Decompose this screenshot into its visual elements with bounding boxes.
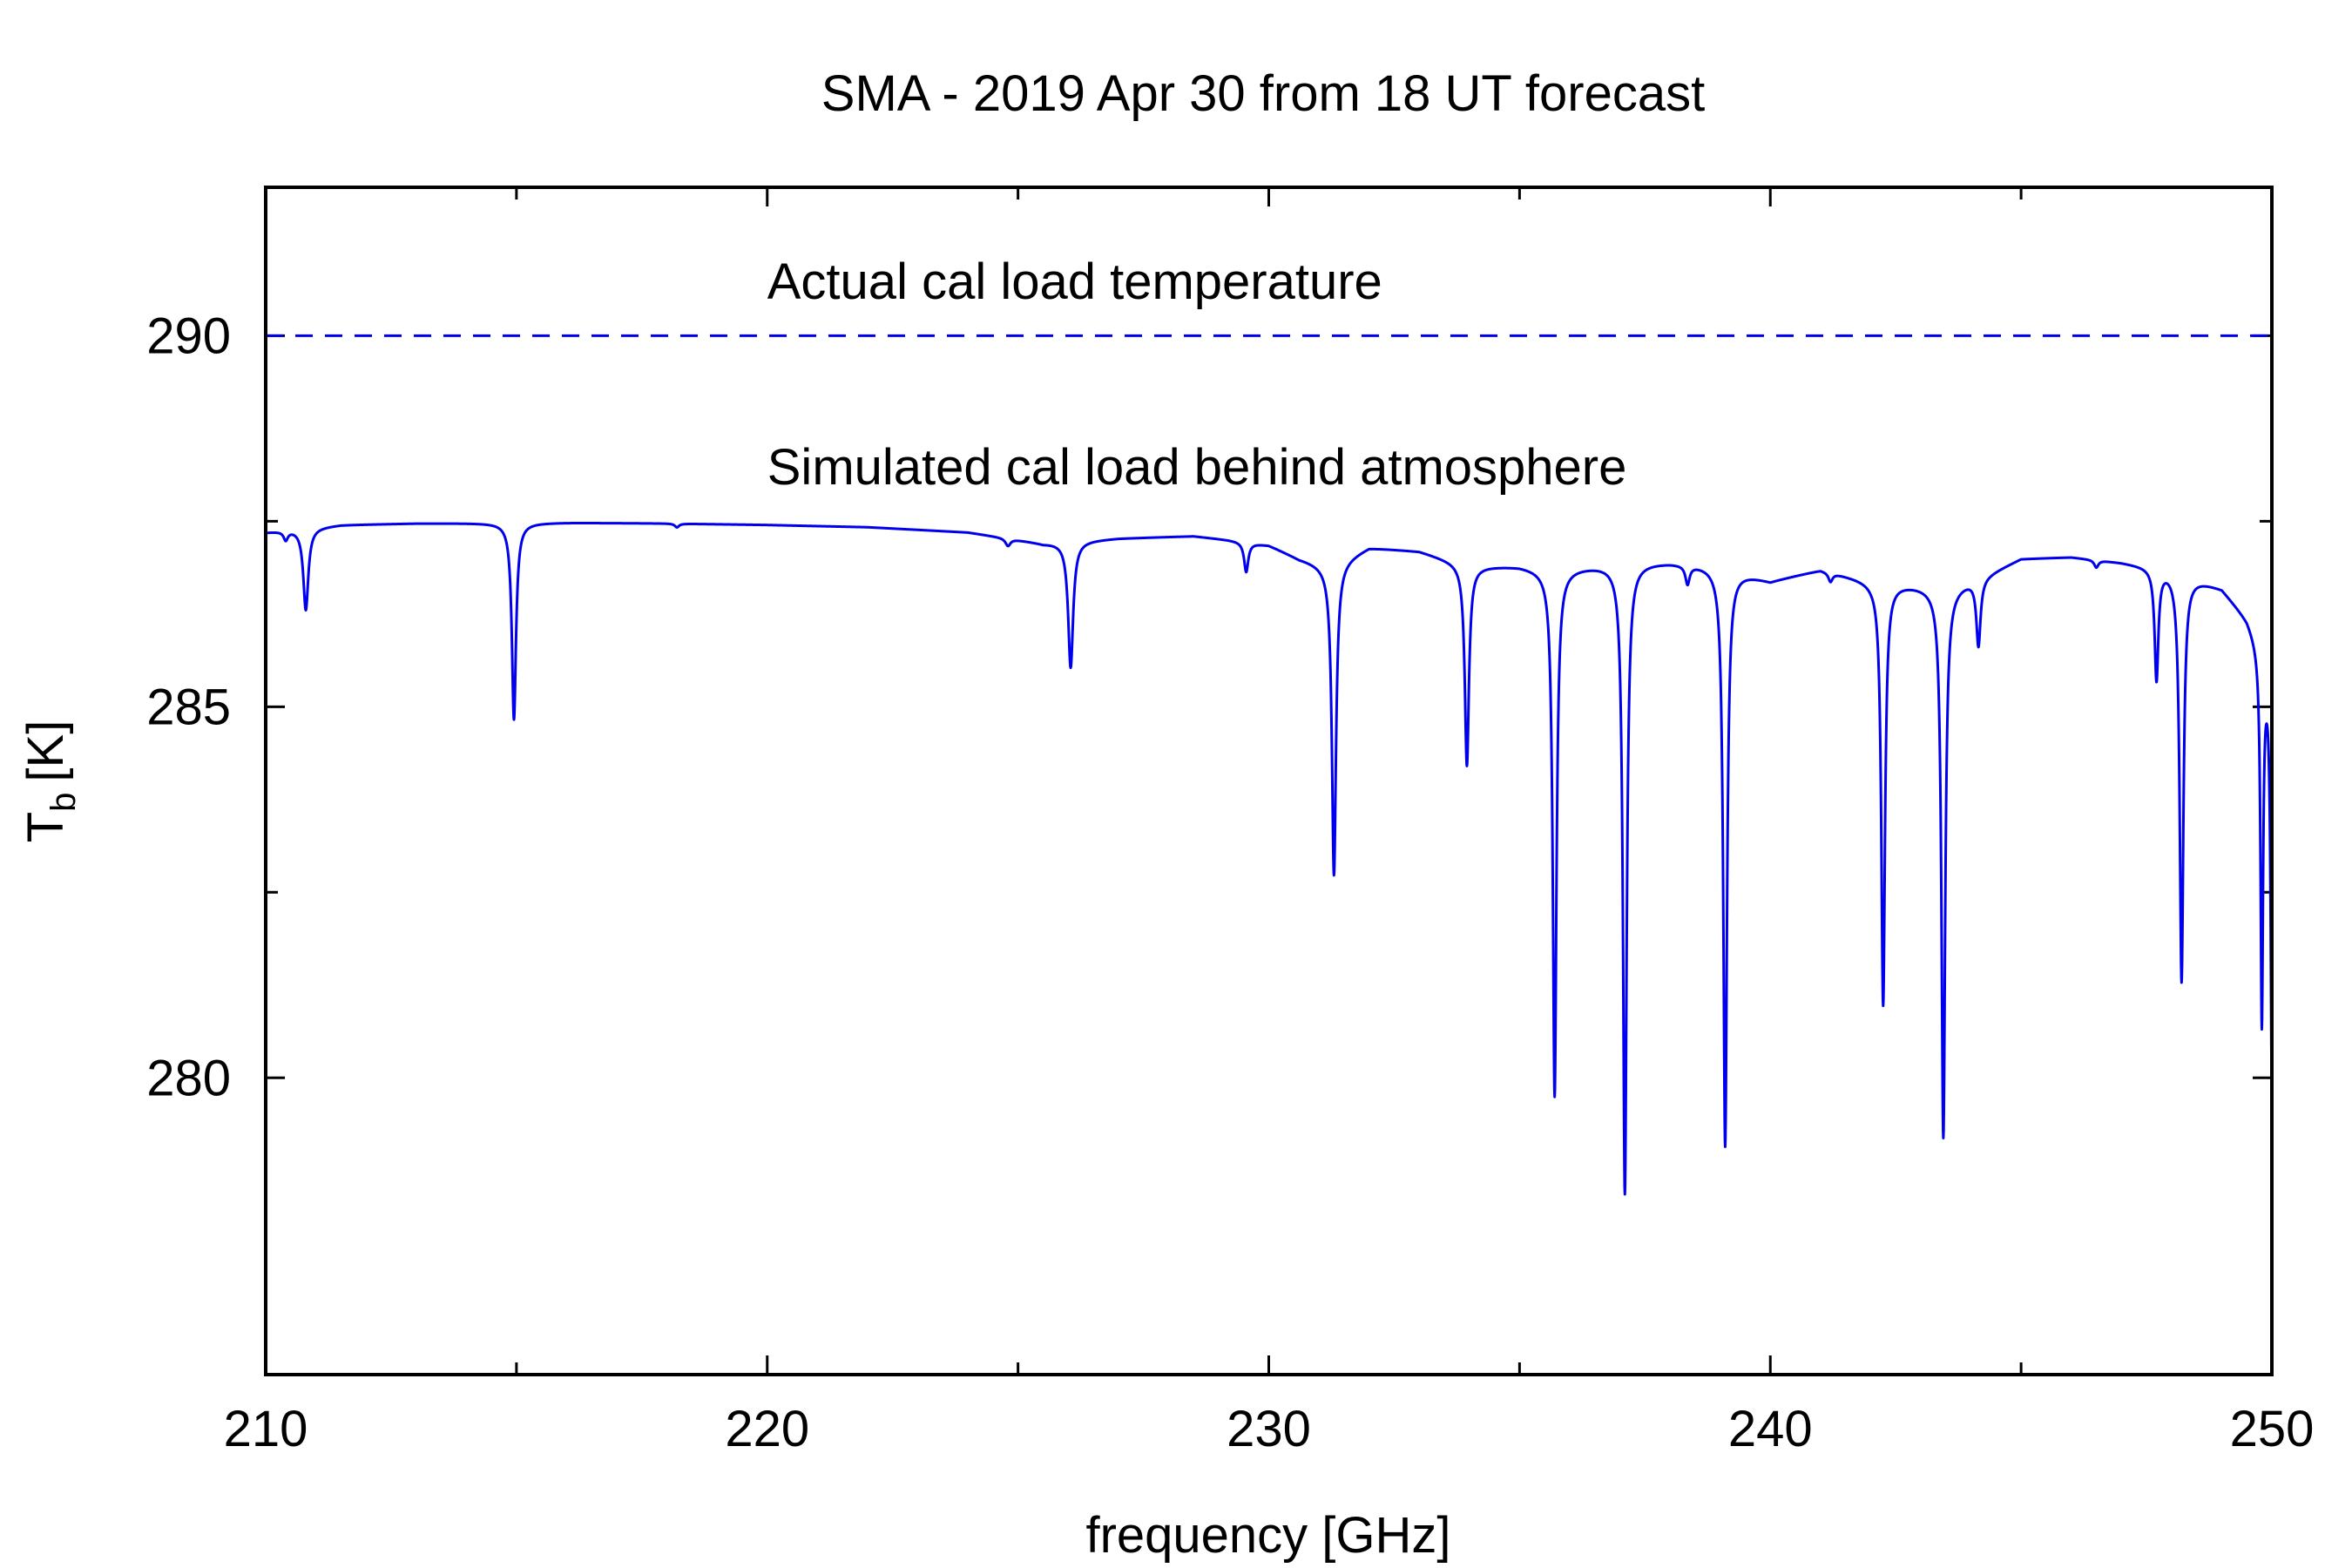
x-tick-label: 250 [2230,1401,2315,1457]
y-axis-label-subscript: b [44,793,83,812]
series-simulated-cal-load-line [264,522,2274,1196]
chart-title: SMA - 2019 Apr 30 from 18 UT forecast [821,65,1705,122]
x-tick-label: 220 [725,1401,809,1457]
annotation-simulated-cal-load: Simulated cal load behind atmosphere [767,439,1627,496]
plot-frame [264,186,2274,1376]
y-tick-label: 285 [146,679,231,735]
annotation-actual-cal-load: Actual cal load temperature [767,253,1382,310]
x-tick-label: 240 [1728,1401,1813,1457]
y-axis-label: Tb [K] [17,720,83,843]
x-tick-label: 210 [224,1401,308,1457]
x-tick-label: 230 [1227,1401,1311,1457]
y-axis-label-main: T [17,812,74,842]
x-axis-label: frequency [GHz] [1085,1507,1450,1564]
y-axis-label-unit: [K] [17,720,74,782]
y-tick-label: 290 [146,308,231,364]
y-tick-label: 280 [146,1050,231,1106]
series-layer [264,334,2274,1196]
axis-tick-labels: 210 220 230 240 250 280 285 290 [146,308,2314,1457]
